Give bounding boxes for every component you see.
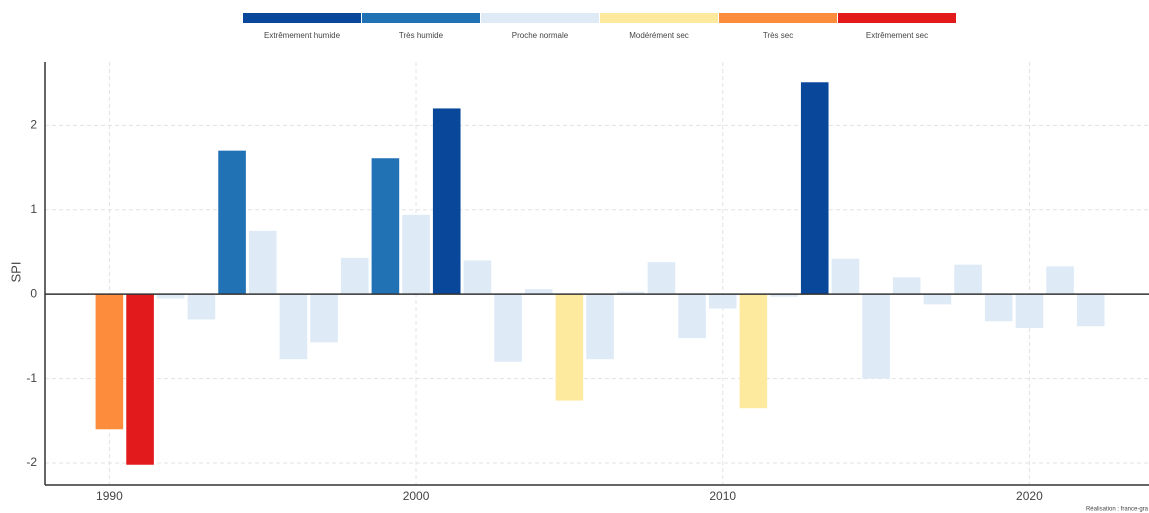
legend-swatch [719, 13, 837, 23]
bar [1015, 294, 1044, 328]
legend-label: Extrêmement sec [866, 31, 928, 40]
bar [923, 294, 952, 305]
bar [402, 214, 430, 295]
bar [279, 294, 308, 360]
bar [954, 264, 982, 295]
bar [494, 294, 522, 362]
bar [892, 277, 921, 295]
bar [616, 291, 645, 295]
y-tick-label: 1 [30, 202, 37, 216]
bar [1076, 294, 1105, 327]
legend-swatch [481, 13, 599, 23]
y-tick-label: 2 [30, 117, 37, 131]
y-axis-label: SPI [8, 262, 23, 283]
bar [95, 294, 124, 430]
bar [800, 82, 829, 295]
bar [708, 294, 737, 309]
bar [984, 294, 1013, 322]
bar [1046, 266, 1074, 295]
x-tick-label: 2020 [1016, 489, 1043, 503]
x-tick-label: 1990 [96, 489, 123, 503]
legend-swatch [362, 13, 480, 23]
y-tick-label: -2 [26, 455, 37, 469]
bar [739, 294, 768, 409]
bar [647, 262, 676, 295]
caption: Réalisation : france-gra [1086, 507, 1149, 513]
legend-label: Très humide [399, 31, 444, 40]
bar [586, 294, 614, 360]
y-tick-label: -1 [26, 371, 37, 385]
legend-label: Proche normale [512, 31, 569, 40]
bar [862, 294, 890, 379]
bar [371, 158, 400, 295]
bar [187, 294, 216, 320]
legend-swatch [838, 13, 956, 23]
x-tick-label: 2000 [403, 489, 430, 503]
bar [310, 294, 338, 343]
y-tick-label: 0 [30, 286, 37, 300]
bar [463, 260, 492, 295]
bar [678, 294, 706, 339]
x-tick-label: 2010 [709, 489, 736, 503]
legend-swatch [600, 13, 718, 23]
bar [555, 294, 584, 401]
bar [340, 257, 369, 295]
bar [126, 294, 154, 465]
bar [770, 294, 798, 297]
bar [218, 150, 246, 295]
legend-label: Très sec [763, 31, 793, 40]
bar [432, 108, 461, 295]
legend-label: Modérément sec [629, 31, 689, 40]
bar [156, 294, 185, 299]
legend-label: Extrêmement humide [264, 31, 341, 40]
bar [524, 289, 553, 295]
bar [248, 230, 277, 295]
legend-swatch [243, 13, 361, 23]
bar [831, 258, 860, 295]
